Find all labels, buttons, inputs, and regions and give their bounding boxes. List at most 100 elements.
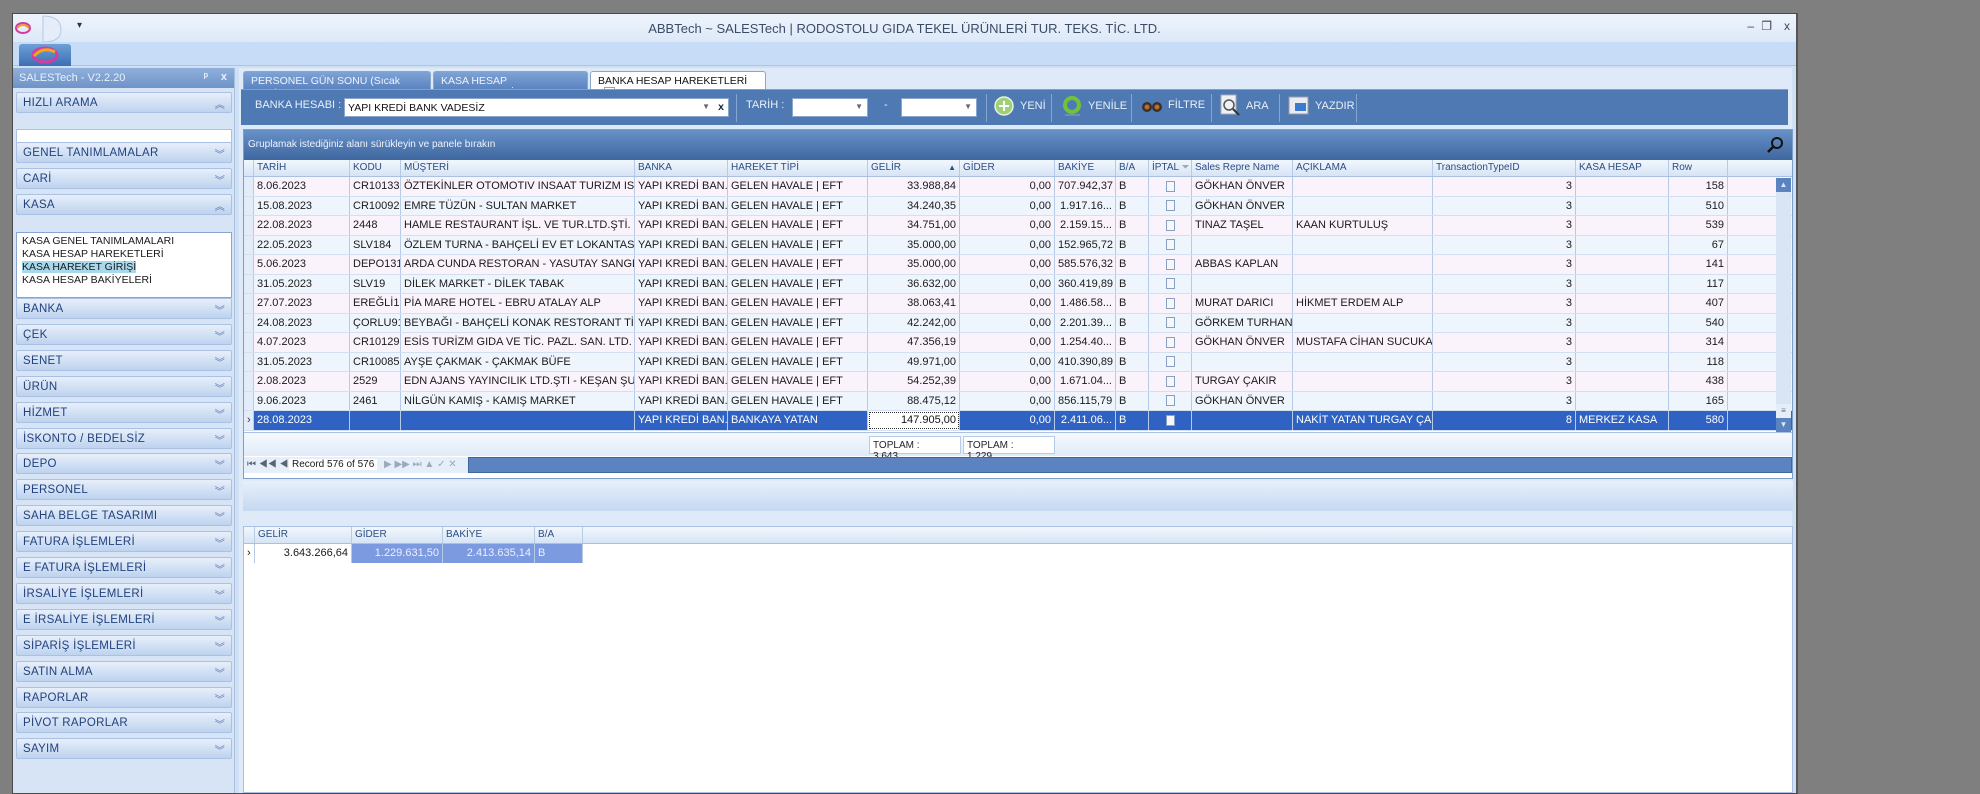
iptal-checkbox-cell[interactable] xyxy=(1149,255,1192,274)
column-header[interactable]: HAREKET TİPİ xyxy=(728,160,868,176)
sidebar-item[interactable]: KASA HESAP HAREKETLERİ xyxy=(20,248,228,261)
checkbox[interactable] xyxy=(1165,239,1175,251)
column-header[interactable]: TransactionTypeID xyxy=(1433,160,1576,176)
print-button[interactable]: YAZDIR xyxy=(1288,95,1355,117)
table-row[interactable]: 22.05.2023 SLV184 ÖZLEM TURNA - BAHÇELİ EV… xyxy=(244,235,1792,255)
column-header[interactable]: B/A xyxy=(535,527,583,543)
sidebar-group-i-rsali-ye-i-lemleri-[interactable]: İRSALİYE İŞLEMLERİ ︾ xyxy=(16,582,232,604)
sidebar-item[interactable]: KASA GENEL TANIMLAMALARI xyxy=(20,235,228,248)
table-row[interactable]: 15.08.2023 CR10092 EMRE TÜZÜN - SULTAN MAR… xyxy=(244,196,1792,216)
row-indicator[interactable]: › xyxy=(244,411,254,430)
row-indicator[interactable] xyxy=(244,196,254,215)
bank-account-combo[interactable]: YAPI KREDİ BANK VADESİZ ▼ x xyxy=(344,98,729,117)
sidebar-group-personel[interactable]: PERSONEL ︾ xyxy=(16,479,232,501)
sidebar-group-banka[interactable]: BANKA ︾ xyxy=(16,298,232,319)
checkbox[interactable] xyxy=(1165,297,1175,309)
checkbox[interactable] xyxy=(1165,356,1175,368)
sidebar-group-senet[interactable]: SENET ︾ xyxy=(16,349,232,371)
dropdown-arrow-icon[interactable]: ▼ xyxy=(964,102,972,111)
nav-first-prev-icons[interactable]: ⏮ ◀◀ ◀ xyxy=(247,459,289,470)
search-button[interactable]: ARA xyxy=(1219,94,1269,118)
checkbox[interactable] xyxy=(1165,317,1175,329)
column-header[interactable]: GELİR ▲ xyxy=(868,160,960,176)
row-indicator[interactable] xyxy=(244,294,254,313)
column-header[interactable]: İPTAL ⏷ xyxy=(1149,160,1192,176)
iptal-checkbox-cell[interactable] xyxy=(1149,313,1192,332)
sidebar-group-cari-[interactable]: CARİ ︾ xyxy=(16,168,232,189)
column-header[interactable]: GİDER xyxy=(960,160,1055,176)
horizontal-scrollbar[interactable] xyxy=(468,457,1792,473)
refresh-button[interactable]: YENİLE xyxy=(1061,95,1127,117)
sidebar-group-saha-belge-tasarimi[interactable]: SAHA BELGE TASARIMI ︾ xyxy=(16,505,232,527)
column-header[interactable]: GELİR xyxy=(255,527,352,543)
date-to-field[interactable]: ▼ xyxy=(901,98,977,117)
filter-icon[interactable]: ⏷ xyxy=(1178,162,1190,173)
sidebar-group-kasa[interactable]: KASA ︽ xyxy=(16,194,232,215)
table-row[interactable]: 4.07.2023 CR10129 ESİS TURİZM GIDA VE TİC.… xyxy=(244,333,1792,353)
column-header[interactable]: GİDER xyxy=(352,527,443,543)
iptal-checkbox-cell[interactable] xyxy=(1149,352,1192,371)
summary-row[interactable]: › 3.643.266,64 1.229.631,50 2.413.635,14 B xyxy=(244,544,1792,563)
minimize-button[interactable]: – xyxy=(1747,19,1754,33)
scroll-down-icon[interactable]: ▼ xyxy=(1776,418,1791,432)
row-indicator[interactable] xyxy=(244,313,254,332)
column-header[interactable]: BAKİYE xyxy=(443,527,535,543)
clear-icon[interactable]: x xyxy=(718,101,724,113)
row-indicator[interactable] xyxy=(244,391,254,410)
splitter[interactable] xyxy=(243,481,1793,511)
sidebar-close-icon[interactable]: x xyxy=(220,71,227,83)
iptal-checkbox-cell[interactable] xyxy=(1149,177,1192,196)
sidebar-group-i-skonto-bedelsi-z[interactable]: İSKONTO / BEDELSİZ ︾ xyxy=(16,427,232,449)
sidebar-group--r-n[interactable]: ÜRÜN ︾ xyxy=(16,375,232,397)
sidebar-group-e-i-rsali-ye-i-lemleri-[interactable]: E İRSALİYE İŞLEMLERİ ︾ xyxy=(16,608,232,630)
tab-personel-gun-sonu[interactable]: PERSONEL GÜN SONU (Sıcak Satış) xyxy=(243,71,431,99)
row-indicator[interactable] xyxy=(244,216,254,235)
column-header[interactable]: KASA HESAP xyxy=(1576,160,1669,176)
checkbox[interactable] xyxy=(1165,258,1175,270)
table-row[interactable]: 2.08.2023 2529 EDN AJANS YAYINCILIK LTD.ŞT… xyxy=(244,372,1792,392)
column-header[interactable]: TARİH xyxy=(254,160,350,176)
row-indicator[interactable] xyxy=(244,333,254,352)
row-indicator[interactable] xyxy=(244,274,254,293)
dropdown-arrow-icon[interactable]: ▼ xyxy=(702,102,710,111)
column-header[interactable]: BANKA xyxy=(635,160,728,176)
table-row[interactable]: 5.06.2023 DEPO131 ARDA CUNDA RESTORAN - YA… xyxy=(244,255,1792,275)
checkbox[interactable] xyxy=(1165,278,1175,290)
column-header[interactable]: B/A xyxy=(1116,160,1149,176)
row-indicator[interactable] xyxy=(244,255,254,274)
table-row[interactable]: 9.06.2023 2461 NİLGÜN KAMIŞ - KAMIŞ MARKET… xyxy=(244,391,1792,411)
iptal-checkbox-cell[interactable] xyxy=(1149,294,1192,313)
table-row[interactable]: 22.08.2023 2448 HAMLE RESTAURANT İŞL. VE T… xyxy=(244,216,1792,236)
sidebar-group-raporlar[interactable]: RAPORLAR ︾ xyxy=(16,686,232,708)
checkbox[interactable] xyxy=(1165,414,1175,426)
filter-button[interactable]: FİLTRE xyxy=(1141,96,1205,114)
sidebar-group-si-pari-i-lemleri-[interactable]: SİPARİŞ İŞLEMLERİ ︾ xyxy=(16,634,232,656)
table-row[interactable]: 8.06.2023 CR10133 ÖZTEKİNLER OTOMOTIV INSA… xyxy=(244,177,1792,197)
restore-button[interactable]: ❐ xyxy=(1761,19,1772,33)
table-row[interactable]: 31.05.2023 SLV19 DİLEK MARKET - DİLEK TABA… xyxy=(244,274,1792,294)
column-header[interactable]: KODU xyxy=(350,160,401,176)
scroll-thumb[interactable]: ≡ xyxy=(1776,404,1791,418)
sidebar-group-satin-alma[interactable]: SATIN ALMA ︾ xyxy=(16,660,232,682)
iptal-checkbox-cell[interactable] xyxy=(1149,235,1192,254)
column-header[interactable]: Sales Repre Name xyxy=(1192,160,1293,176)
sidebar-group-genel-tanimlamalar[interactable]: GENEL TANIMLAMALAR ︾ xyxy=(16,142,232,163)
tab-banka-hesap-hareketleri[interactable]: BANKA HESAP HAREKETLERİx xyxy=(590,71,766,99)
checkbox[interactable] xyxy=(1165,180,1175,192)
iptal-checkbox-cell[interactable] xyxy=(1149,333,1192,352)
sidebar-item[interactable]: KASA HESAP BAKİYELERİ xyxy=(20,274,228,287)
row-indicator[interactable] xyxy=(244,235,254,254)
iptal-checkbox-cell[interactable] xyxy=(1149,216,1192,235)
dropdown-arrow-icon[interactable]: ▼ xyxy=(855,102,863,111)
group-quick-search[interactable]: HIZLI ARAMA ︽ xyxy=(16,92,232,113)
quick-access-dropdown[interactable]: ▾ xyxy=(77,20,83,31)
column-header[interactable]: BAKİYE xyxy=(1055,160,1116,176)
column-header[interactable]: Row xyxy=(1669,160,1728,176)
table-row[interactable]: 24.08.2023 ÇORLU91 BEYBAĞI - BAHÇELİ KONAK… xyxy=(244,313,1792,333)
checkbox[interactable] xyxy=(1165,336,1175,348)
column-header[interactable]: AÇIKLAMA xyxy=(1293,160,1433,176)
iptal-checkbox-cell[interactable] xyxy=(1149,196,1192,215)
iptal-checkbox-cell[interactable] xyxy=(1149,372,1192,391)
table-row[interactable]: 31.05.2023 CR10085 AYŞE ÇAKMAK - ÇAKMAK BÜ… xyxy=(244,352,1792,372)
